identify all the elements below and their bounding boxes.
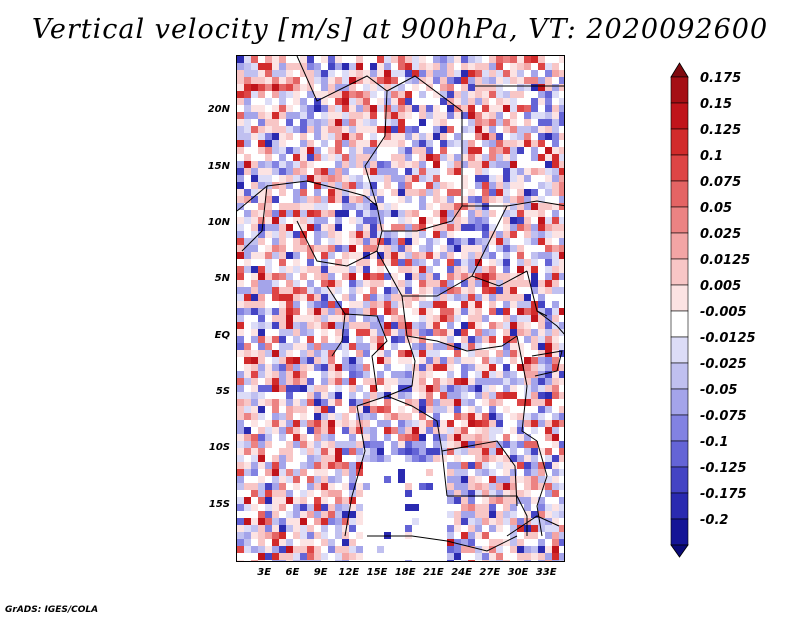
colorbar-segment — [670, 128, 689, 156]
colorbar-tick-label: -0.005 — [700, 305, 747, 320]
colorbar-tick-label: 0.125 — [700, 123, 742, 138]
border-line — [406, 335, 518, 352]
colorbar-segment — [670, 492, 689, 520]
colorbar-tick-label: 0.175 — [700, 71, 742, 86]
colorbar-tick-label: -0.075 — [700, 409, 747, 424]
lat-tick-label: 15N — [207, 160, 230, 172]
border-line — [296, 56, 388, 102]
colorbar-segment — [670, 154, 689, 182]
lon-tick-label: 33E — [535, 567, 557, 578]
border-line — [364, 90, 388, 232]
lat-tick-label: 10N — [207, 217, 230, 228]
colorbar-tick-label: 0.075 — [700, 175, 742, 190]
colorbar-segment — [670, 388, 689, 416]
border-line — [471, 205, 508, 277]
lat-tick-label: 15S — [208, 498, 230, 510]
lat-tick-label: 10S — [208, 442, 230, 454]
border-line — [356, 395, 448, 497]
colorbar-segment — [670, 414, 689, 442]
colorbar-tick-label: -0.05 — [700, 383, 738, 398]
colorbar-tick-label: -0.0125 — [700, 331, 756, 346]
lat-tick-label: EQ — [214, 329, 230, 341]
colorbar-tick-label: -0.1 — [700, 435, 729, 450]
colorbar-segment — [670, 466, 689, 494]
lon-tick-label: 30E — [507, 567, 529, 578]
border-line — [506, 515, 560, 537]
colorbar-tick-label: 0.15 — [700, 97, 733, 112]
colorbar-segment — [670, 206, 689, 234]
border-line — [441, 440, 518, 507]
colorbar-segment — [670, 232, 689, 260]
colorbar-tick-label: -0.125 — [700, 461, 747, 476]
colorbar-tick-label: 0.005 — [700, 279, 742, 294]
colorbar-segment — [670, 76, 689, 104]
border-line — [382, 156, 463, 232]
lon-tick-label: 3E — [257, 567, 272, 578]
colorbar-segment — [670, 440, 689, 468]
map-panel — [236, 55, 565, 562]
colorbar-segment — [670, 258, 689, 286]
colorbar-tick-label: 0.05 — [700, 201, 733, 216]
border-line — [326, 285, 346, 357]
border-line — [536, 440, 548, 537]
colorbar-segment — [670, 336, 689, 364]
lon-tick-label: 18E — [394, 567, 416, 578]
border-line — [386, 295, 416, 397]
lon-tick-label: 24E — [451, 567, 472, 578]
lat-tick-label: 5N — [214, 273, 230, 285]
border-line — [531, 350, 563, 377]
colorbar-segment — [670, 102, 689, 130]
lon-tick-label: 27E — [479, 567, 501, 578]
border-line — [266, 180, 378, 207]
lon-tick-label: 15E — [366, 567, 388, 578]
lon-tick-label: 12E — [338, 567, 360, 578]
border-line — [536, 310, 564, 335]
colorbar-segment — [670, 284, 689, 312]
credit-text: GrADS: IGES/COLA — [5, 605, 99, 615]
border-line — [344, 405, 366, 537]
colorbar-bottom-arrow — [670, 544, 689, 558]
colorbar-segment — [670, 362, 689, 390]
border-line — [376, 250, 528, 297]
colorbar-top-arrow — [670, 62, 689, 78]
velocity-field — [237, 56, 564, 561]
colorbar-tick-label: -0.2 — [700, 513, 729, 528]
colorbar-tick-label: 0.0125 — [700, 253, 751, 268]
border-line — [447, 495, 528, 536]
lon-tick-label: 6E — [285, 567, 300, 578]
border-line — [344, 313, 388, 392]
colorbar-tick-label: -0.025 — [700, 357, 747, 372]
border-line — [296, 220, 383, 267]
border-line — [462, 200, 564, 207]
border-line — [237, 184, 268, 252]
border-line — [516, 335, 538, 442]
lat-tick-label: 5S — [215, 386, 230, 397]
border-line — [386, 75, 463, 156]
country-borders — [237, 56, 564, 552]
colorbar-tick-label: 0.025 — [700, 227, 742, 242]
velocity-cells — [237, 56, 564, 561]
lon-tick-label: 21E — [423, 567, 444, 578]
colorbar-segment — [670, 310, 689, 338]
border-line — [367, 535, 518, 552]
colorbar-segment — [670, 180, 689, 208]
map-title: Vertical velocity [m/s] at 900hPa, VT: 2… — [31, 14, 769, 45]
colorbar-segment — [670, 518, 689, 546]
colorbar-tick-label: 0.1 — [700, 149, 724, 164]
colorbar-tick-label: -0.175 — [700, 487, 747, 502]
lon-tick-label: 9E — [313, 567, 328, 578]
lat-tick-label: 20N — [207, 104, 230, 116]
